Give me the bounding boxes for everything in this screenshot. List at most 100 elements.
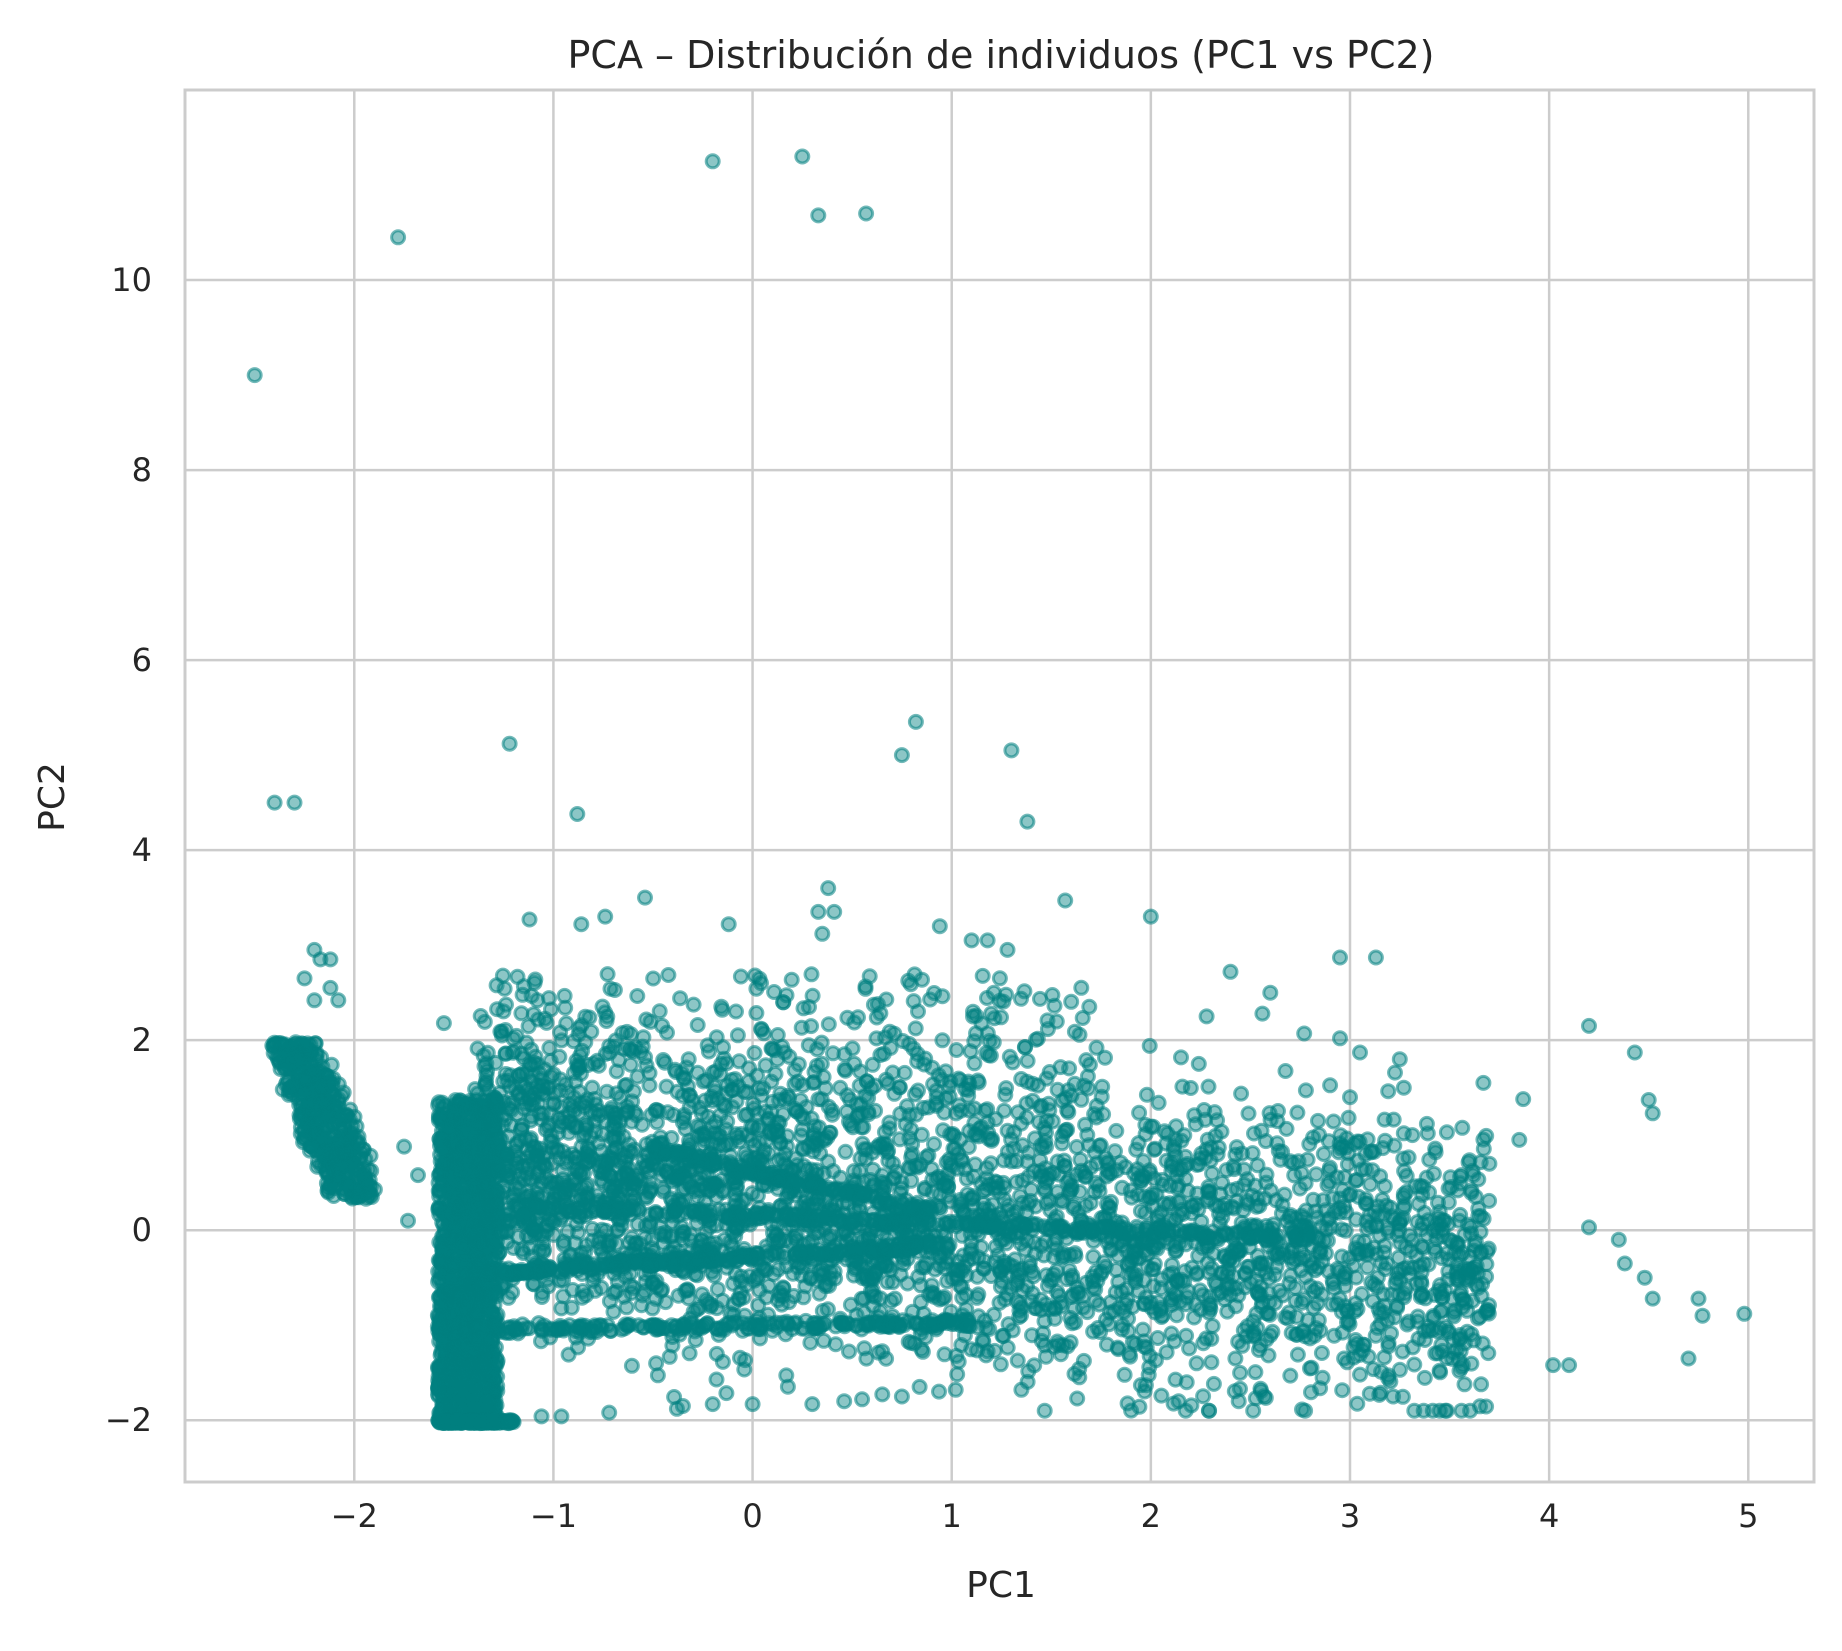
data-point <box>1413 1238 1430 1255</box>
data-point <box>1461 1152 1478 1169</box>
data-point <box>1085 1273 1101 1289</box>
data-point <box>1319 1177 1336 1194</box>
data-point <box>1092 1137 1109 1154</box>
data-point <box>730 1290 747 1307</box>
data-point <box>1372 1168 1389 1185</box>
data-point <box>821 1124 838 1141</box>
data-point <box>1401 1227 1418 1244</box>
data-point <box>520 1018 537 1035</box>
data-point <box>331 1110 348 1127</box>
data-point <box>1350 1233 1367 1250</box>
data-point <box>1349 1301 1366 1317</box>
data-point <box>1065 1200 1082 1216</box>
data-point <box>1069 1390 1086 1407</box>
data-point <box>1376 1244 1393 1261</box>
data-point <box>992 1356 1009 1373</box>
data-point <box>477 1092 494 1109</box>
data-point <box>902 1160 919 1177</box>
data-point <box>1046 1235 1062 1252</box>
data-point <box>359 1183 376 1200</box>
data-point <box>1178 1327 1195 1344</box>
data-point <box>936 1346 953 1363</box>
data-point <box>434 1275 451 1292</box>
data-point <box>300 1096 317 1113</box>
data-point <box>593 1221 610 1238</box>
data-point <box>1297 1082 1314 1099</box>
data-point <box>1220 1252 1236 1269</box>
data-point <box>1430 1282 1447 1299</box>
data-point <box>1020 1363 1037 1380</box>
data-point <box>1038 1296 1054 1313</box>
data-point <box>758 1132 775 1149</box>
data-point <box>709 1281 726 1298</box>
data-point <box>899 1275 916 1292</box>
data-point <box>1336 1350 1353 1367</box>
data-point <box>789 1157 806 1174</box>
data-point <box>706 1267 723 1284</box>
data-point <box>1109 1339 1126 1356</box>
data-point <box>1222 1277 1239 1294</box>
data-point <box>1145 1261 1162 1278</box>
data-point <box>347 1165 364 1181</box>
data-point <box>568 1118 585 1135</box>
data-point <box>1027 1245 1044 1262</box>
data-point <box>291 1052 308 1069</box>
data-point <box>737 1352 754 1369</box>
data-point <box>272 1035 289 1052</box>
data-point <box>544 1133 561 1150</box>
data-point <box>1334 1382 1351 1399</box>
data-point <box>641 1077 658 1094</box>
data-point <box>1340 1109 1357 1126</box>
data-point <box>1129 1186 1146 1203</box>
data-point <box>817 1275 834 1292</box>
data-point <box>694 1286 711 1303</box>
data-point <box>1095 1106 1112 1123</box>
data-point <box>1305 1299 1322 1316</box>
data-point <box>1114 1179 1131 1196</box>
data-point <box>1340 1312 1357 1329</box>
data-point <box>913 1259 930 1276</box>
data-point <box>700 1043 717 1060</box>
data-point <box>436 1356 453 1373</box>
data-point <box>1164 1265 1181 1282</box>
data-point <box>1472 1223 1489 1240</box>
data-point <box>970 1128 987 1145</box>
data-point <box>1239 1318 1256 1335</box>
data-point <box>958 1170 975 1187</box>
data-point <box>1082 1159 1099 1176</box>
data-point <box>1425 1309 1442 1326</box>
data-point <box>1334 1182 1351 1199</box>
data-point <box>1303 1359 1320 1376</box>
data-point <box>1380 1334 1397 1351</box>
data-point <box>1009 1352 1026 1369</box>
data-point <box>1412 1288 1429 1305</box>
data-point <box>920 1147 937 1164</box>
data-point <box>608 1063 625 1080</box>
data-point <box>805 1125 822 1142</box>
data-point <box>320 1144 337 1161</box>
data-point <box>976 1312 993 1329</box>
data-point <box>1387 1275 1404 1292</box>
data-point <box>1205 1375 1222 1392</box>
data-point <box>1130 1283 1147 1300</box>
data-point <box>1050 1287 1067 1304</box>
data-point <box>1382 1199 1399 1216</box>
data-point <box>1108 1122 1125 1139</box>
data-point <box>775 1279 791 1296</box>
data-point <box>1189 1265 1206 1281</box>
data-point <box>1272 1151 1289 1168</box>
data-point <box>1200 1402 1217 1419</box>
data-point <box>1289 1104 1306 1121</box>
data-point <box>1170 1177 1187 1194</box>
data-point <box>330 1170 347 1187</box>
data-point <box>1071 1369 1088 1386</box>
data-point <box>832 1079 849 1096</box>
data-point <box>1287 1280 1304 1296</box>
data-point <box>1190 1055 1207 1072</box>
data-point <box>473 1233 490 1250</box>
data-point <box>1149 1330 1166 1346</box>
data-point <box>475 1047 492 1064</box>
data-point <box>874 1343 891 1360</box>
data-point <box>1427 1144 1444 1161</box>
data-point <box>476 1353 493 1370</box>
